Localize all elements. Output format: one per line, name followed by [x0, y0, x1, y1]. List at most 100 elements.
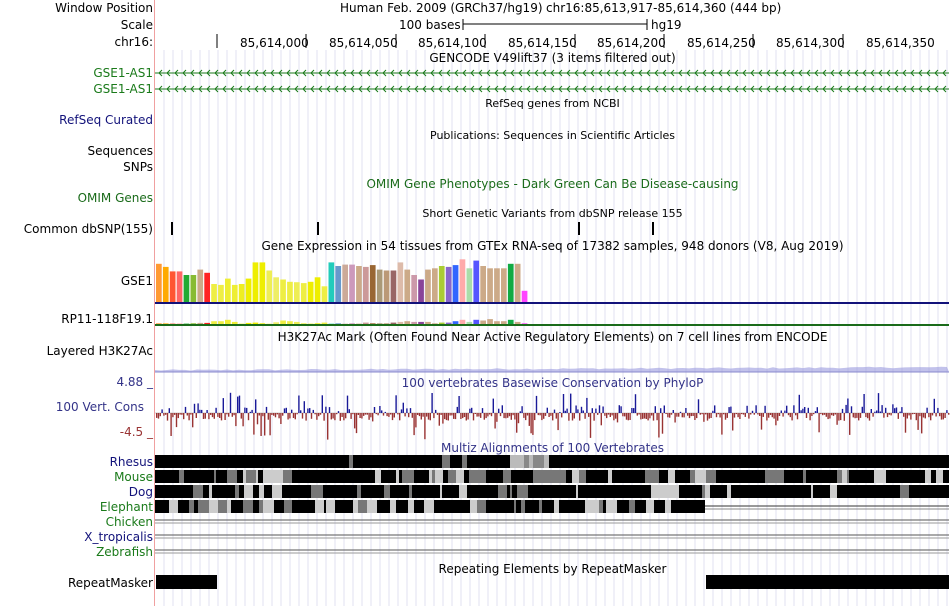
multiz-block	[512, 485, 517, 498]
conservation-bar	[559, 412, 561, 413]
gtex-tissue-bar	[204, 272, 210, 303]
multiz-block	[498, 455, 500, 468]
publications-track-title[interactable]: Publications: Sequences in Scientific Ar…	[430, 129, 675, 142]
position-text[interactable]: chr16:85,613,917-85,614,360 (444 bp)	[546, 1, 782, 15]
conservation-bar	[604, 413, 606, 416]
gtex-track-title[interactable]: Gene Expression in 54 tissues from GTEx …	[261, 239, 844, 253]
multiz-species-label[interactable]: Chicken	[105, 515, 153, 529]
conservation-bar	[445, 413, 448, 421]
h3k27ac-track-title[interactable]: H3K27Ac Mark (Often Found Near Active Re…	[277, 330, 828, 344]
multiz-block	[259, 500, 263, 513]
conservation-bar	[283, 408, 286, 413]
conservation-bar	[417, 413, 419, 415]
repeatmasker-label[interactable]: RepeatMasker	[67, 576, 153, 590]
conservation-bar	[555, 413, 557, 419]
multiz-block	[891, 470, 899, 483]
gencode-item-label[interactable]: GSE1-AS1	[93, 82, 153, 96]
conservation-bar	[642, 413, 644, 419]
multiz-block	[341, 455, 349, 468]
conservation-bar	[784, 410, 786, 413]
conservation-track-title[interactable]: 100 vertebrates Basewise Conservation by…	[401, 376, 704, 390]
multiz-block	[695, 500, 705, 513]
conservation-bar	[255, 399, 257, 413]
multiz-block	[842, 455, 845, 468]
multiz-species-label[interactable]: Zebrafish	[96, 545, 153, 559]
gtex-tissue-bar	[259, 262, 266, 302]
conservation-bar	[327, 413, 329, 440]
multiz-species-label[interactable]: Dog	[128, 485, 153, 499]
conservation-bar	[885, 407, 887, 413]
conservation-bar	[391, 413, 394, 421]
conservation-bar	[867, 413, 869, 419]
refseq-track-title[interactable]: RefSeq genes from NCBI	[485, 97, 620, 110]
conservation-bar	[944, 413, 946, 418]
conservation-bar	[334, 413, 336, 421]
h3k27ac-label[interactable]: Layered H3K27Ac	[46, 344, 153, 358]
multiz-block	[751, 485, 760, 498]
multiz-block	[155, 485, 165, 498]
conservation-bar	[546, 407, 548, 413]
gencode-item-label[interactable]: GSE1-AS1	[93, 66, 153, 80]
multiz-block	[334, 485, 343, 498]
multiz-block	[287, 485, 290, 498]
multiz-block	[842, 470, 847, 483]
gtex-gene-label[interactable]: RP11-118F19.1	[61, 312, 153, 326]
common-dbsnp-label[interactable]: Common dbSNP(155)	[23, 222, 153, 236]
repeatmasker-track-title[interactable]: Repeating Elements by RepeatMasker	[438, 562, 667, 576]
conservation-bar	[652, 413, 655, 421]
conservation-bar	[519, 411, 521, 413]
multiz-species-label[interactable]: X_tropicalis	[84, 530, 153, 544]
multiz-block	[899, 470, 909, 483]
snp-track-title[interactable]: Short Genetic Variants from dbSNP releas…	[422, 207, 683, 220]
gtex-tissue-bar	[425, 321, 431, 324]
multiz-block	[733, 455, 739, 468]
refseq-curated-label[interactable]: RefSeq Curated	[59, 113, 153, 127]
multiz-species-label[interactable]: Elephant	[99, 500, 153, 514]
multiz-block	[710, 485, 718, 498]
multiz-block	[335, 500, 342, 513]
conservation-bar	[526, 413, 529, 416]
conservation-bar	[679, 411, 682, 413]
multiz-block	[461, 500, 470, 513]
conservation-bar	[325, 406, 327, 413]
multiz-block	[576, 500, 580, 513]
sequences-label[interactable]: Sequences	[87, 144, 153, 158]
conservation-bar	[634, 394, 637, 413]
conservation-bar	[370, 413, 372, 418]
multiz-block	[775, 470, 784, 483]
multiz-block	[764, 455, 770, 468]
multiz-species-label[interactable]: Rhesus	[109, 455, 153, 469]
gtex-tissue-bar	[176, 271, 183, 302]
conservation-bar	[285, 407, 287, 413]
multiz-block	[179, 470, 182, 483]
omim-track-title[interactable]: OMIM Gene Phenotypes - Dark Green Can Be…	[366, 177, 739, 191]
gtex-tissue-bar	[328, 262, 335, 302]
multiz-block	[243, 500, 253, 513]
gtex-tissue-bar	[211, 321, 217, 324]
conservation-bar	[489, 413, 491, 415]
conservation-bar	[912, 413, 914, 415]
multiz-species-label[interactable]: Mouse	[114, 470, 153, 484]
conservation-bar	[631, 408, 633, 413]
multiz-block	[658, 485, 665, 498]
conservation-label[interactable]: 100 Vert. Cons	[55, 400, 144, 414]
multiz-block	[354, 470, 357, 483]
conservation-bar	[701, 413, 703, 415]
multiz-block	[886, 470, 891, 483]
conservation-bar	[847, 398, 849, 413]
gencode-track-title[interactable]: GENCODE V49lift37 (3 items filtered out)	[429, 51, 676, 65]
gtex-gene-label[interactable]: GSE1	[120, 274, 153, 288]
multiz-block	[302, 500, 308, 513]
omim-genes-label[interactable]: OMIM Genes	[77, 191, 153, 205]
conservation-bar	[787, 413, 790, 416]
snps-label[interactable]: SNPs	[123, 160, 153, 174]
conservation-bar	[431, 393, 433, 413]
conservation-bar	[813, 413, 815, 415]
multiz-track-title[interactable]: Multiz Alignments of 100 Vertebrates	[440, 441, 665, 455]
multiz-block	[500, 455, 510, 468]
multiz-block	[847, 470, 849, 483]
conservation-bar	[647, 413, 649, 421]
multiz-block	[322, 455, 331, 468]
multiz-block	[358, 500, 367, 513]
